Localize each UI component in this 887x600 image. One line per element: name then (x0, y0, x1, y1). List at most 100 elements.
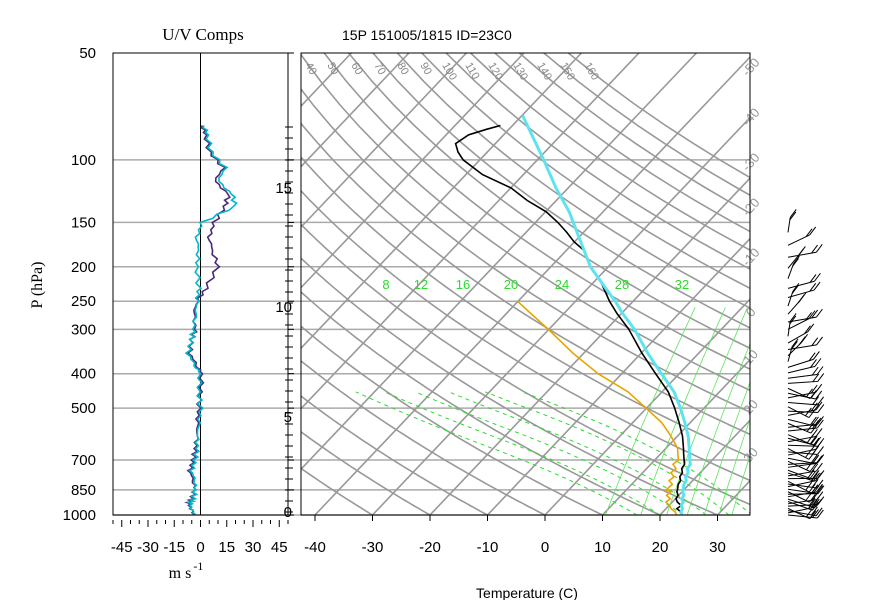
adiabat-label: 40 (302, 61, 319, 78)
wind-barb-flag (811, 337, 819, 346)
skewt-series-line (454, 124, 686, 515)
wind-barb-flag (792, 258, 799, 267)
wind-barb-flag (815, 428, 823, 437)
mixing-ratio-label: 8 (382, 277, 389, 292)
wind-barb-flag (812, 509, 819, 518)
wind-barb-flag (816, 483, 823, 493)
mixing-ratio-label: 16 (456, 277, 470, 292)
wind-barb-flag (793, 255, 800, 265)
skewt-x-tick-label: -20 (419, 539, 441, 556)
moist-adiabat (384, 391, 661, 515)
wind-barb-flag (816, 491, 824, 500)
uv-x-tick-label: -45 (111, 539, 133, 556)
wind-barb-flag (817, 454, 825, 463)
wind-barb-flag (809, 416, 817, 426)
skewt-x-axis-label: Temperature (C) (476, 585, 578, 600)
moist-adiabat (522, 391, 750, 515)
wind-barb-flag (789, 209, 797, 218)
wind-barb-flag (806, 388, 813, 398)
wind-barb-flag (811, 244, 818, 254)
wind-barb-flag (810, 424, 818, 434)
pressure-tick-label: 250 (71, 293, 96, 310)
adiabat-label: 60 (348, 61, 365, 78)
wind-barb-flag (815, 455, 823, 465)
wind-barb-flag (812, 498, 820, 508)
wind-barb-flag (792, 282, 800, 292)
isotherm (371, 116, 750, 515)
wind-barb-flag (812, 416, 819, 426)
dry-adiabat (301, 359, 547, 515)
mixing-ratio-label: 20 (504, 277, 518, 292)
skewt-labels: -40 -30 -20 -10 0 10 20 30 0 5 10 15 8 12 16 20 24 28 32 40… (275, 55, 762, 556)
wind-barb-flag (791, 338, 799, 348)
wind-barb-flag (811, 506, 818, 516)
mixing-ratio-line (718, 418, 750, 515)
dry-adiabat (323, 53, 750, 371)
mixing-ratio-label: 32 (675, 277, 689, 292)
uv-x-tick-label: 15 (218, 539, 235, 556)
mixing-ratio-line (686, 342, 750, 515)
wind-barb-flag (815, 507, 823, 517)
mixing-ratio-line (605, 307, 696, 515)
wind-barb-flag (814, 358, 822, 367)
moist-adiabat (355, 391, 638, 515)
wind-barb-flag (817, 470, 825, 479)
wind-barb-flag (809, 274, 817, 283)
isotherm-label: 30 (740, 445, 761, 466)
wind-barb-flag (816, 366, 824, 375)
adiabat-label: 130 (510, 61, 530, 83)
pressure-tick-label: 850 (71, 482, 96, 499)
isotherm (301, 53, 352, 108)
dry-adiabat (301, 189, 750, 482)
isotherm (543, 298, 750, 515)
wind-barb-flag (817, 404, 825, 413)
adiabat-label: 160 (581, 61, 601, 83)
wind-barb-flag (811, 463, 819, 473)
pressure-tick-label: 500 (71, 400, 96, 417)
wind-barb-flag (805, 228, 813, 237)
height-tick-label: 15 (275, 180, 292, 197)
dry-adiabat (301, 290, 662, 515)
isotherm (716, 479, 750, 515)
wind-barb (787, 500, 813, 511)
wind-barb-flag (811, 366, 819, 376)
wind-barb-flag (805, 508, 813, 518)
dry-adiabat (301, 467, 375, 515)
wind-barb-flag (810, 359, 817, 368)
wind-barb-flag (806, 434, 814, 443)
skewt-x-tick-label: 30 (709, 539, 726, 556)
wind-barb-flag (812, 351, 820, 360)
wind-barb-flag (812, 501, 819, 511)
dry-adiabat (301, 430, 432, 515)
wind-barb-flag (813, 472, 820, 482)
wind-barb (787, 418, 815, 427)
wind-barb-flag (806, 423, 814, 432)
skewt-x-tick-label: 0 (541, 539, 549, 556)
wind-barb-flag (817, 416, 824, 425)
uv-x-axis-label: m s -1 (169, 559, 204, 582)
wind-barb-flag (808, 409, 816, 418)
wind-barb-flag (809, 463, 817, 472)
isotherm (601, 358, 750, 515)
wind-barb-flag (817, 396, 825, 406)
wind-barb-flag (810, 384, 818, 394)
wind-barb-flag (808, 451, 816, 460)
uv-series (184, 125, 238, 516)
pressure-tick-label: 300 (71, 321, 96, 338)
uv-x-tick-label: -15 (163, 539, 185, 556)
wind-barb-flag (809, 390, 817, 399)
pressure-tick-label: 700 (71, 452, 96, 469)
wind-barb-flag (817, 496, 825, 505)
mixing-ratio-line (731, 454, 750, 515)
dry-adiabat (301, 223, 750, 506)
wind-barb-flag (809, 282, 817, 292)
wind-barb-flag (816, 308, 823, 318)
mixing-ratio-line (703, 381, 750, 515)
isotherm (486, 237, 750, 515)
isotherm (301, 53, 640, 410)
adiabat-label: 90 (417, 61, 434, 78)
isotherm (768, 53, 887, 523)
skewt-x-tick-label: -40 (304, 539, 326, 556)
wind-barb-flag (805, 449, 812, 458)
wind-barb-flag (810, 454, 818, 464)
